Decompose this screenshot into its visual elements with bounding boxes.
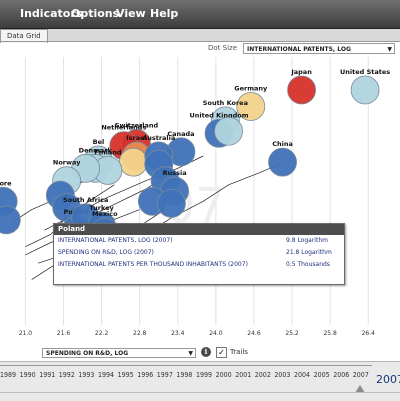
timeline-year[interactable]: 1989 <box>0 371 17 379</box>
bubble-chart[interactable]: 21.0 21.6 22.2 22.8 23.4 24.0 24.6 25.2 25.8 26.4… <box>0 57 400 347</box>
bubble-hungary[interactable] <box>0 205 21 235</box>
menu-bar: Indicators Options View Help <box>0 0 400 29</box>
current-year: 2007 <box>376 373 400 386</box>
bubble-label: Turkey <box>89 204 114 212</box>
bubble-france[interactable] <box>214 116 243 146</box>
timeline-year[interactable]: 1996 <box>137 371 154 379</box>
timeline-year[interactable]: 2007 <box>352 371 369 379</box>
timeline-year[interactable]: 1991 <box>39 371 56 379</box>
bubble-united-states[interactable] <box>350 75 380 105</box>
bubble-label: United States <box>340 68 390 76</box>
tooltip-row-value: 0.5 Thousands <box>286 261 330 268</box>
tooltip-title: Poland <box>54 224 344 235</box>
menu-options[interactable]: Options <box>71 7 120 20</box>
timeline-slider-handle[interactable] <box>355 385 365 393</box>
bubble-label: Canada <box>167 130 194 138</box>
bubble-label: Mexico <box>92 210 118 218</box>
tooltip-row-value: 9.8 Logarithm <box>286 237 328 244</box>
timeline-year[interactable]: 1997 <box>156 371 173 379</box>
timeline-year[interactable]: 1995 <box>117 371 134 379</box>
bubble-label: Australia <box>142 134 175 142</box>
dot-size-selected: INTERNATIONAL PATENTS, LOG <box>247 46 351 53</box>
bubble-label: Switzerland <box>115 122 159 130</box>
bubble-label: Israel <box>126 134 147 142</box>
timeline-year[interactable]: 1998 <box>176 371 193 379</box>
timeline-year[interactable]: 1990 <box>19 371 36 379</box>
dot-size-select[interactable]: INTERNATIONAL PATENTS, LOG ▼ <box>243 43 395 54</box>
timeline-year[interactable]: 2005 <box>313 371 330 379</box>
timeline <box>0 361 400 401</box>
x-tick-label: 22.8 <box>133 330 147 337</box>
x-axis-selected: SPENDING ON R&D, LOG <box>46 350 129 357</box>
tooltip-row-label: INTERNATIONAL PATENTS, LOG (2007) <box>58 237 173 244</box>
tab-divider <box>0 41 400 42</box>
timeline-baseline <box>0 392 400 393</box>
trails-label: Trails <box>230 348 248 356</box>
bubble-label: Russia <box>163 169 187 177</box>
x-tick-label: 25.2 <box>285 330 299 337</box>
timeline-year[interactable]: 1999 <box>196 371 213 379</box>
tooltip-row: INTERNATIONAL PATENTS, LOG (2007) 9.8 Lo… <box>54 235 344 247</box>
chevron-down-icon: ▼ <box>387 46 392 53</box>
x-tick-label: 24.0 <box>209 330 223 337</box>
menu-indicators[interactable]: Indicators <box>20 7 83 20</box>
bubble-label: Denmark <box>79 146 113 154</box>
bubble-brazil[interactable] <box>157 188 186 218</box>
tooltip-row: INTERNATIONAL PATENTS PER THOUSAND INHAB… <box>54 259 344 271</box>
x-tick-label: 22.2 <box>95 330 109 337</box>
bubble-label: Norway <box>53 159 81 167</box>
bubble-germany[interactable] <box>236 92 266 121</box>
bubble-label: Bel <box>93 138 105 146</box>
x-tick-label: 23.4 <box>171 330 185 337</box>
bubble-label: China <box>272 140 293 148</box>
timeline-year[interactable]: 2001 <box>235 371 252 379</box>
x-tick-label: 21.6 <box>57 330 71 337</box>
timeline-track <box>0 365 372 366</box>
tab-bar <box>0 29 400 41</box>
x-tick-label: 21.0 <box>19 330 33 337</box>
bubble-label: pore <box>0 179 12 187</box>
menu-help[interactable]: Help <box>150 7 179 20</box>
bubble-label: Germany <box>234 84 268 92</box>
bubble-label: United Kingdom <box>190 111 249 119</box>
timeline-year[interactable]: 2003 <box>274 371 291 379</box>
timeline-year[interactable]: 2002 <box>254 371 271 379</box>
trails-checkbox[interactable]: ✓ <box>216 347 227 358</box>
timeline-year[interactable]: 2006 <box>333 371 350 379</box>
timeline-year[interactable]: 1992 <box>58 371 75 379</box>
bubble-sweden[interactable] <box>118 147 148 177</box>
timeline-year[interactable]: 2004 <box>294 371 311 379</box>
timeline-year[interactable]: 2000 <box>215 371 232 379</box>
x-tick-label: 24.6 <box>247 330 261 337</box>
x-tick-label: 25.8 <box>323 330 337 337</box>
bubble-label: South Korea <box>203 99 248 107</box>
tooltip-row-label: INTERNATIONAL PATENTS PER THOUSAND INHAB… <box>58 261 248 268</box>
x-axis-select[interactable]: SPENDING ON R&D, LOG ▼ <box>42 348 196 358</box>
bubble-japan[interactable] <box>287 75 316 105</box>
dot-size-label: Dot Size <box>208 44 238 52</box>
bubble-china[interactable] <box>268 147 297 177</box>
timeline-year[interactable]: 1994 <box>98 371 115 379</box>
bubble-label: Finland <box>94 148 122 156</box>
tooltip-row-label: SPENDING ON R&D, LOG (2007) <box>58 249 154 256</box>
timeline-year[interactable]: 1993 <box>78 371 95 379</box>
bubble-label: Japan <box>290 68 312 76</box>
menu-view[interactable]: View <box>116 7 146 20</box>
tooltip-row-value: 21.8 Logarithm <box>286 249 332 256</box>
x-tick-label: 26.4 <box>362 330 376 337</box>
info-icon[interactable]: i <box>201 347 211 357</box>
tooltip-row: SPENDING ON R&D, LOG (2007) 21.8 Logarit… <box>54 247 344 259</box>
chevron-down-icon: ▼ <box>188 350 193 357</box>
bubble-label: Netherlands <box>101 124 146 132</box>
tab-data-grid[interactable]: Data Grid <box>0 29 48 43</box>
bubble-label: South Africa <box>63 196 108 204</box>
country-tooltip: Poland INTERNATIONAL PATENTS, LOG (2007)… <box>53 223 345 285</box>
